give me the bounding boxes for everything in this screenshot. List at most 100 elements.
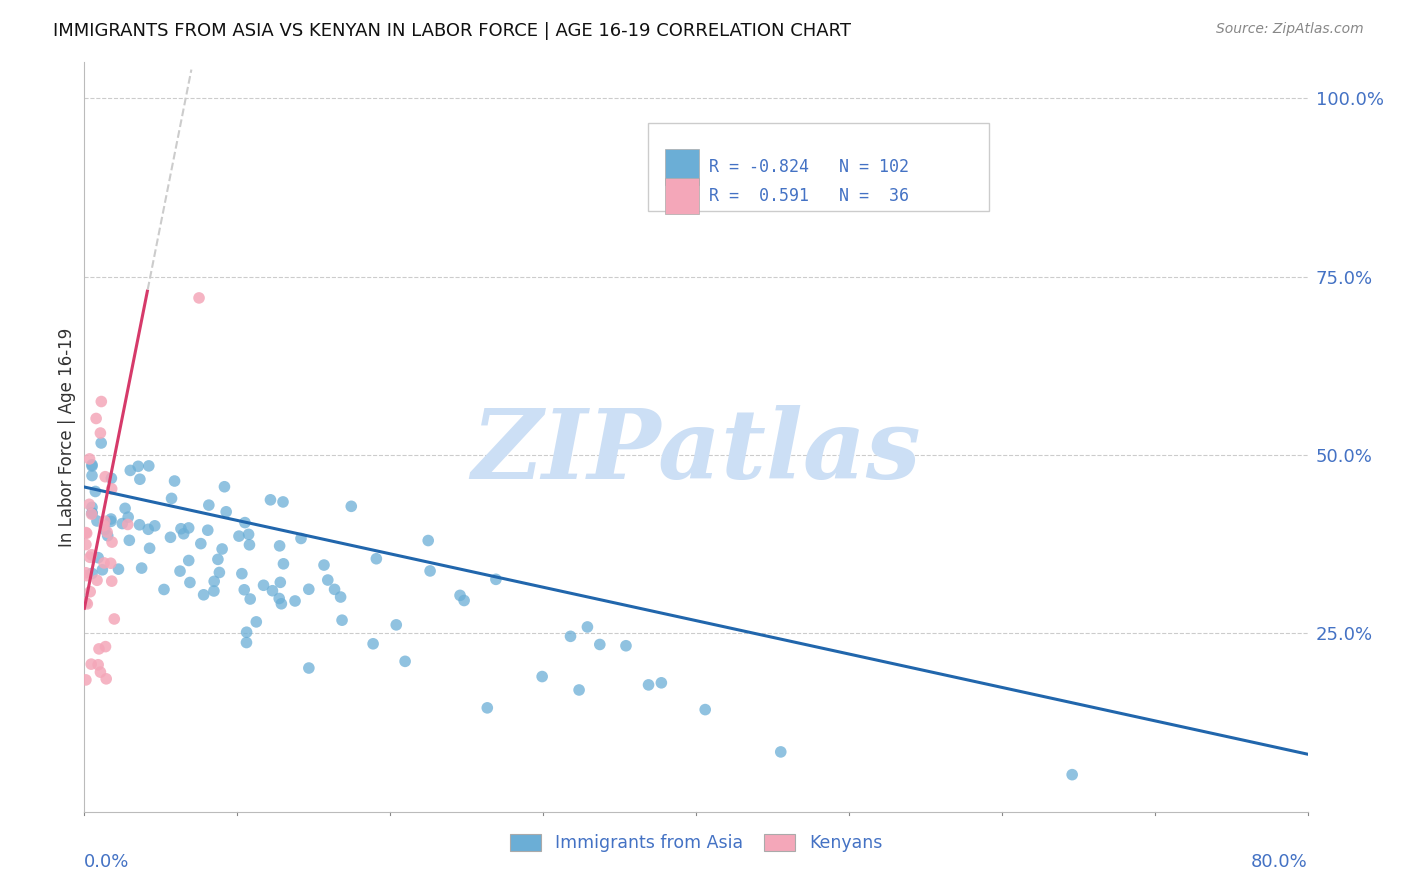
Point	[91, 563, 114, 577]
Point	[87, 657, 110, 672]
Point	[80, 500, 103, 515]
Point	[589, 638, 612, 652]
Text: ZIPatlas: ZIPatlas	[471, 405, 921, 499]
Point	[76, 568, 98, 582]
Text: R = -0.824   N = 102: R = -0.824 N = 102	[709, 158, 908, 176]
Point	[80, 506, 103, 520]
Point	[211, 541, 233, 556]
Point	[117, 517, 139, 532]
Point	[117, 510, 139, 524]
Text: Source: ZipAtlas.com: Source: ZipAtlas.com	[1216, 22, 1364, 37]
Point	[485, 572, 508, 586]
Point	[449, 588, 471, 602]
Point	[231, 566, 253, 581]
Point	[197, 523, 219, 537]
Point	[93, 556, 115, 570]
Point	[329, 590, 352, 604]
Point	[80, 458, 103, 472]
Point	[100, 512, 122, 526]
Point	[163, 474, 186, 488]
Point	[100, 482, 122, 496]
Point	[75, 673, 97, 687]
Point	[100, 471, 122, 485]
Point	[80, 506, 103, 520]
Point	[128, 517, 150, 532]
Point	[79, 584, 101, 599]
Point	[330, 613, 353, 627]
Point	[75, 538, 97, 552]
Text: R =  0.591   N =  36: R = 0.591 N = 36	[709, 187, 908, 205]
Point	[340, 500, 363, 514]
Point	[87, 550, 110, 565]
Point	[89, 665, 111, 680]
Point	[80, 507, 103, 521]
Point	[193, 588, 215, 602]
Text: IMMIGRANTS FROM ASIA VS KENYAN IN LABOR FORCE | AGE 16-19 CORRELATION CHART: IMMIGRANTS FROM ASIA VS KENYAN IN LABOR …	[53, 22, 852, 40]
Point	[361, 637, 384, 651]
Point	[477, 701, 499, 715]
Point	[143, 518, 166, 533]
Point	[94, 640, 117, 654]
Point	[103, 612, 125, 626]
Point	[86, 514, 108, 528]
Point	[233, 582, 256, 597]
Point	[238, 527, 260, 541]
Point	[169, 564, 191, 578]
Point	[228, 529, 250, 543]
Point	[138, 458, 160, 473]
Point	[127, 459, 149, 474]
Point	[80, 566, 103, 581]
Point	[89, 425, 111, 440]
Point	[75, 566, 97, 580]
Point	[394, 654, 416, 668]
Point	[298, 582, 321, 597]
Point	[94, 523, 117, 537]
Point	[114, 501, 136, 516]
Point	[695, 703, 717, 717]
Point	[650, 675, 672, 690]
Point	[560, 629, 582, 643]
Point	[259, 492, 281, 507]
Point	[614, 639, 637, 653]
Point	[97, 529, 120, 543]
Point	[153, 582, 176, 597]
Point	[177, 553, 200, 567]
Point	[159, 530, 181, 544]
Point	[262, 583, 284, 598]
Point	[77, 497, 100, 511]
Point	[136, 522, 159, 536]
Point	[269, 539, 291, 553]
Point	[93, 514, 115, 528]
Text: 0.0%: 0.0%	[84, 853, 129, 871]
Point	[252, 578, 274, 592]
Point	[215, 505, 238, 519]
Point	[111, 516, 134, 531]
Point	[576, 620, 599, 634]
Point	[418, 533, 440, 548]
Point	[233, 516, 256, 530]
Point	[86, 574, 108, 588]
Point	[75, 596, 97, 610]
Point	[637, 678, 659, 692]
Point	[385, 618, 408, 632]
Point	[138, 541, 160, 556]
Point	[269, 575, 291, 590]
Point	[208, 566, 231, 580]
Point	[94, 469, 117, 483]
Y-axis label: In Labor Force | Age 16-19: In Labor Force | Age 16-19	[58, 327, 76, 547]
Point	[80, 657, 103, 672]
Point	[312, 558, 335, 572]
Point	[170, 522, 193, 536]
Point	[131, 561, 153, 575]
Legend: Immigrants from Asia, Kenyans: Immigrants from Asia, Kenyans	[503, 827, 889, 859]
Point	[107, 562, 129, 576]
Point	[419, 564, 441, 578]
Text: 80.0%: 80.0%	[1251, 853, 1308, 871]
Point	[568, 683, 591, 698]
Point	[290, 532, 312, 546]
Point	[177, 521, 200, 535]
Point	[239, 592, 262, 607]
Point	[323, 582, 346, 597]
Point	[273, 557, 295, 571]
Point	[284, 594, 307, 608]
